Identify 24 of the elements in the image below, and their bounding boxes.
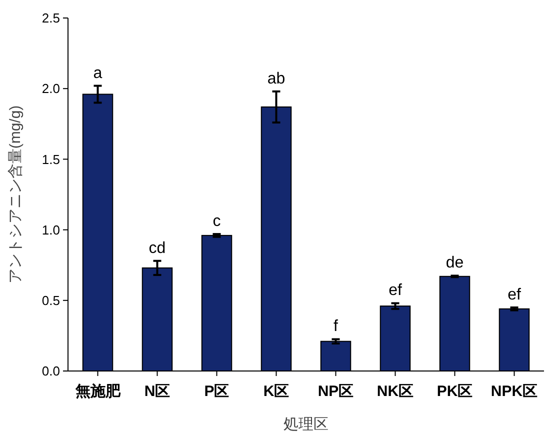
x-tick-label: P区 [204,383,230,400]
x-axis-title: 処理区 [284,416,328,433]
annotation: f [334,318,339,336]
annotation: c [212,213,221,230]
x-tick-label: NPK区 [490,383,538,400]
annotation: ef [508,286,522,304]
annotation: a [93,64,102,82]
y-tick-label: 0.5 [42,292,60,308]
annotation: cd [148,240,166,257]
x-tick-label: N区 [144,383,170,400]
annotation: de [446,254,464,272]
y-tick-label: 0.0 [42,364,60,379]
annotation: ab [267,70,286,88]
y-tick-label: 2.0 [42,81,60,96]
x-tick-label: NP区 [318,383,354,400]
y-axis-title: アントシアニン含量(mg/g) [7,105,24,284]
x-tick-label: NK区 [376,383,414,400]
x-tick-label: 無施肥 [74,383,122,400]
y-tick-label: 1.0 [42,222,60,238]
y-tick-label: 2.5 [42,10,60,26]
x-tick-label: PK区 [436,383,473,400]
x-tick-label: K区 [263,383,290,400]
y-tick-label: 1.5 [42,152,60,167]
annotation: ef [388,282,402,300]
